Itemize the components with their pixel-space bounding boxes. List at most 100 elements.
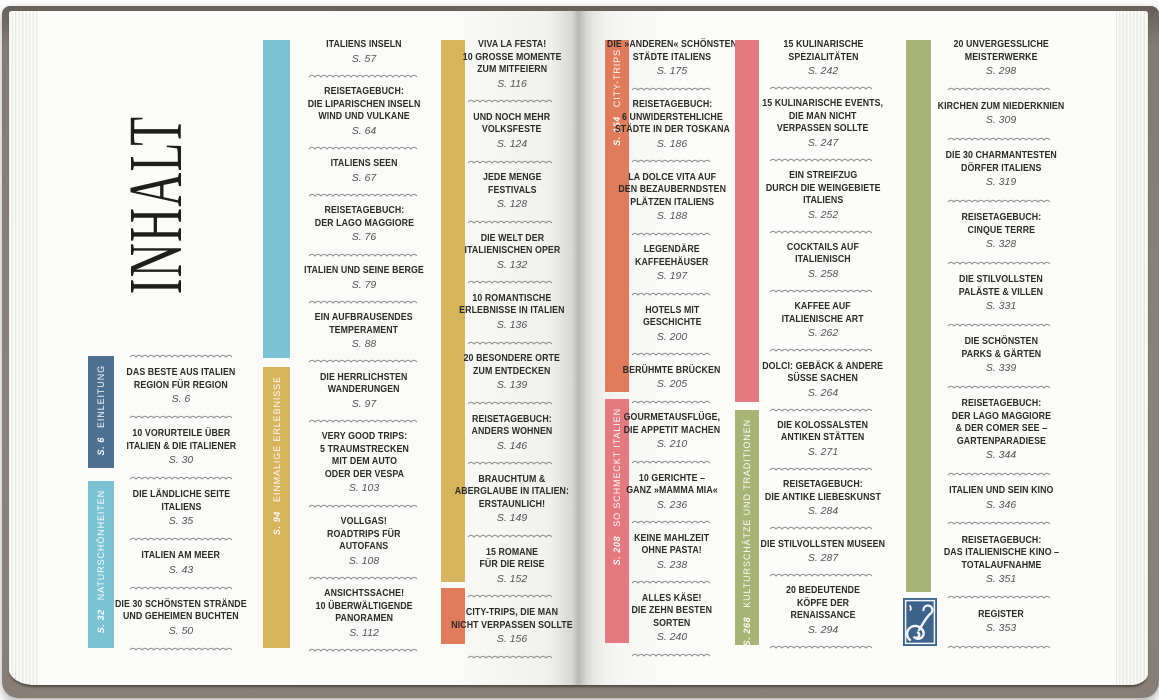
entry-title: UND NOCH MEHR VOLKSFESTE [473,111,551,136]
toc-entry: REISETAGEBUCH: DER LAGO MAGGIORE & DER COM… [945,397,1058,462]
toc-entry: 10 GERICHTE – GANZ »MAMMA MIA« S. 236 [620,472,724,512]
toc-entry: VOLLGAS! ROADTRIPS FÜR AUTOFANS S. 108 [322,515,406,568]
entry-title: ITALIEN UND SEINE BERGE [304,265,424,276]
entry-page-number: S. 294 [807,623,839,636]
entry-page-number: S. 175 [656,65,688,77]
section-bar-label: S. 6EINLEITUNG [96,365,106,456]
entry-title: ITALIENS SEEN [330,158,398,170]
toc-entry: REISETAGEBUCH: CINQUE TERRE S. 328 [956,211,1047,251]
toc-column-entries: DAS BESTE AUS ITALIEN REGION FÜR REGION S.… [115,352,247,652]
toc-entry: DIE STILVOLLSTEN MUSEEN S. 287 [752,538,894,566]
entry-page-number: S. 76 [351,231,377,244]
wavy-divider [129,586,233,590]
wavy-divider [467,220,553,224]
toc-entry: VERY GOOD TRIPS: 5 TRAUMSTRECKEN MIT DEM A… [314,430,415,495]
entry-title: GOURMETAUSFLÜGE, DIE APPETIT MACHEN [623,412,721,436]
wavy-divider [769,573,873,577]
entry-page-number: S. 67 [351,171,377,184]
wavy-divider [947,596,1051,600]
entry-title: DIE »ANDEREN« SCHÖNSTEN STÄDTE ITALIENS [606,39,738,63]
wavy-divider [467,461,553,466]
toc-entry: REISETAGEBUCH: 6 UNWIDERSTEHLICHE STÄDTE I… [607,98,738,151]
wavy-divider [947,88,1051,92]
wavy-divider [467,280,553,284]
toc-entry: KIRCHEN ZUM NIEDERKNIEN S. 309 [929,100,1073,128]
entry-page-number: S. 258 [807,267,839,280]
toc-entry: REISETAGEBUCH: DIE LIPARISCHEN INSELN WIND… [300,85,428,138]
toc-column-entries: ITALIENS INSELN S. 57 REISETAGEBUCH: DIE LI… [303,38,425,653]
entry-title: DIE 30 CHARMANTESTEN DÖRFER ITALIENS [945,150,1057,174]
wavy-divider [308,576,418,580]
entry-page-number: S. 331 [985,300,1017,313]
entry-title: 20 UNVERGESSLICHE MEISTERWERKE [953,39,1049,63]
entry-page-number: S. 319 [985,176,1017,189]
entry-page-number: S. 139 [496,379,528,392]
wavy-divider [308,193,418,197]
entry-title: DIE 30 SCHÖNSTEN STRÄNDE UND GEHEIMEN BUC… [115,598,247,623]
entry-page-number: S. 351 [985,573,1017,585]
section-bar-naturschoenheiten: S. 32NATURSCHÖNHEITEN [88,481,114,648]
toc-entry: ITALIEN UND SEIN KINO S. 346 [942,484,1061,512]
entry-page-number: S. 108 [348,554,380,567]
wavy-divider [467,595,553,599]
toc-entry: EIN AUFBRAUSENDES TEMPERAMENT S. 88 [308,311,419,351]
toc-entry: 20 BESONDERE ORTE ZUM ENTDECKEN S. 139 [457,352,567,392]
entry-page-number: S. 205 [656,378,688,391]
toc-entry: KAFFEE AUF ITALIENISCHE ART S. 262 [776,300,869,340]
entry-page-number: S. 353 [985,622,1017,635]
entry-page-number: S. 116 [497,77,527,90]
toc-entry: 15 KULINARISCHE SPEZIALITÄTEN S. 242 [778,38,869,78]
toc-entry: JEDE MENGE FESTIVALS S. 128 [479,171,546,211]
toc-entry: DIE LÄNDLICHE SEITE ITALIENS S. 35 [126,488,237,528]
wavy-divider [769,230,873,234]
toc-entry: ITALIENS INSELN S. 57 [321,38,407,66]
entry-page-number: S. 43 [168,563,194,576]
wavy-divider [308,146,418,150]
wavy-divider [467,341,553,345]
entry-title: ANSICHTSSACHE! 10 ÜBERWÄLTIGENDE PANORAMEN [315,588,413,625]
wavy-divider [631,653,711,657]
entry-title: DIE STILVOLLSTEN PALÄSTE & VILLEN [958,274,1044,298]
wavy-divider [631,87,711,91]
wavy-divider [308,253,418,257]
entry-page-number: S. 284 [807,505,839,518]
entry-page-number: S. 287 [807,552,839,564]
entry-page-number: S. 186 [656,137,688,150]
wavy-divider [947,261,1051,265]
wavy-divider [129,647,233,651]
toc-entry: DOLCI: GEBÄCK & ANDERE SÜSSE SACHEN S. 264 [754,360,891,400]
entry-page-number: S. 210 [656,438,688,451]
toc-entry: REISETAGEBUCH: ANDERS WOHNEN S. 146 [466,413,558,453]
wavy-divider [769,467,873,471]
entry-title: VIVA LA FESTA! 10 GROSSE MOMENTE ZUM MITFE… [462,39,562,75]
entry-page-number: S. 200 [656,330,688,343]
entry-page-number: S. 252 [807,208,839,221]
toc-entry: DAS BESTE AUS ITALIEN REGION FÜR REGION S.… [119,366,243,406]
wavy-divider [947,137,1051,141]
wavy-divider [308,300,418,304]
entry-page-number: S. 88 [351,338,377,351]
entry-title: 20 BESONDERE ORTE ZUM ENTDECKEN [463,353,561,377]
toc-entry: REISETAGEBUCH: DAS ITALIENISCHE KINO – TOT… [936,534,1067,587]
wavy-divider [769,645,873,649]
entry-title: EIN STREIFZUG DURCH DIE WEINGEBIETE ITALIE… [765,170,881,207]
wavy-divider [467,655,553,659]
entry-title: ITALIEN UND SEIN KINO [948,485,1054,497]
toc-entry: DIE »ANDEREN« SCHÖNSTEN STÄDTE ITALIENS S.… [598,38,746,78]
entry-title: DIE HERRLICHSTEN WANDERUNGEN [320,371,408,396]
wavy-divider [631,292,711,296]
toc-entry: REGISTER S. 353 [975,608,1027,636]
toc-entry: 15 KULINARISCHE EVENTS, DIE MAN NICHT VERP… [754,97,891,150]
entry-page-number: S. 328 [985,238,1017,251]
entry-page-number: S. 247 [807,136,839,149]
toc-entry: DIE 30 SCHÖNSTEN STRÄNDE UND GEHEIMEN BUC… [106,598,256,638]
entry-title: 15 ROMANE FÜR DIE REISE [479,546,545,571]
entry-page-number: S. 156 [496,633,528,646]
entry-title: 15 KULINARISCHE EVENTS, DIE MAN NICHT VERP… [762,98,884,135]
entry-title: REISETAGEBUCH: DER LAGO MAGGIORE & DER COM… [951,398,1051,447]
wavy-divider [308,648,418,652]
section-bar-naturschoenheiten-cont [263,40,290,358]
page-edge-stack-left [9,11,39,685]
toc-entry: KEINE MAHLZEIT OHNE PASTA! S. 238 [629,532,714,572]
entry-title: BRAUCHTUM & ABERGLAUBE IN ITALIEN: ERSTAUN… [454,473,570,510]
